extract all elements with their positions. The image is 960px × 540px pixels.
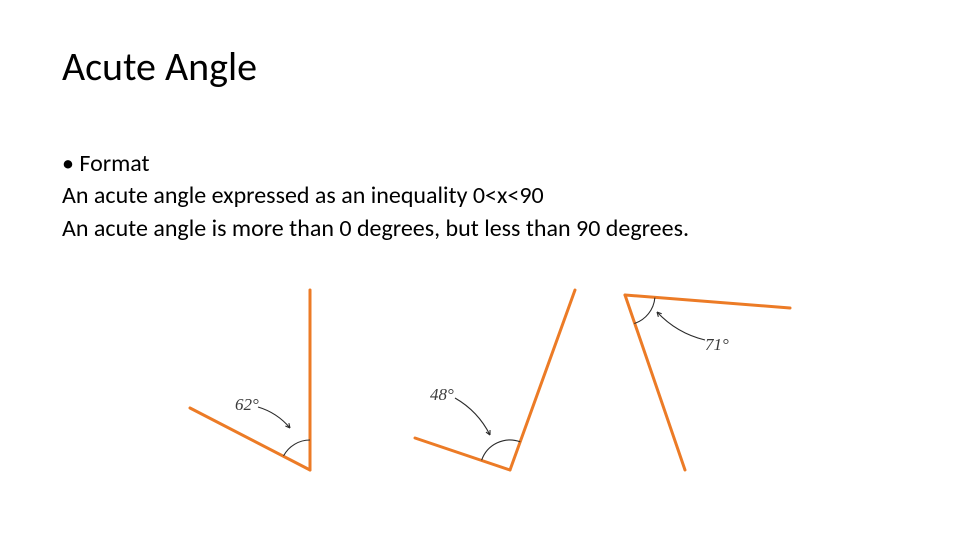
slide-title: Acute Angle <box>62 42 257 91</box>
bullet-format: Format <box>62 148 689 180</box>
body-line-1: An acute angle expressed as an inequalit… <box>62 181 544 210</box>
slide: Acute Angle Format An acute angle expres… <box>0 0 960 540</box>
body-line-2: An acute angle is more than 0 degrees, b… <box>62 214 689 243</box>
angle-label-3: 71° <box>705 335 729 355</box>
angle-svg-3 <box>610 280 810 490</box>
slide-body: Format An acute angle expressed as an in… <box>62 148 689 245</box>
figure-row: 62° 48° 71° <box>180 280 820 490</box>
angle-label-1: 62° <box>235 395 259 415</box>
angle-diagram-1: 62° <box>180 280 370 490</box>
angle-label-2: 48° <box>430 385 454 405</box>
angle-diagram-2: 48° <box>405 280 595 490</box>
angle-svg-1 <box>180 280 370 490</box>
angle-diagram-3: 71° <box>610 280 810 490</box>
